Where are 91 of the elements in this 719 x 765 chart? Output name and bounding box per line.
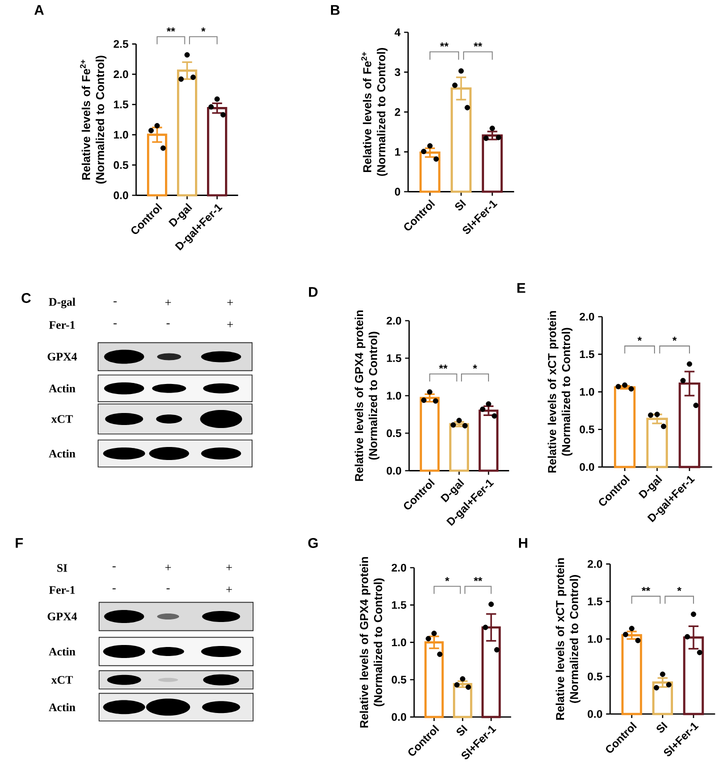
annotation: * [672, 336, 677, 341]
y-tick-label: 1.5 [386, 354, 402, 362]
text: - [166, 588, 170, 590]
y-axis-title: Relative levels of GPX4 protein (Normalized to Control) [360, 557, 384, 728]
y-tick-label: 2 [394, 108, 400, 116]
y-tick-label: 1.5 [588, 598, 602, 606]
y-axis-title: Relative levels of xCT protein (Normalized to Control) [556, 558, 580, 720]
y-tick-label: 1.5 [392, 601, 406, 609]
text: Actin [48, 703, 76, 712]
text: - [112, 588, 116, 590]
text: + [165, 564, 171, 570]
text: ** [166, 27, 176, 32]
y-tick-label: 1.0 [386, 392, 402, 400]
y-tick-label: 1.0 [392, 638, 406, 646]
annotation: ** [438, 364, 448, 369]
y-tick-label: 1 [395, 148, 400, 156]
annotation: ** [474, 42, 482, 47]
y-tick-label: 0.5 [114, 161, 128, 169]
chart-title: E [517, 283, 526, 293]
y-tick-label: 3 [394, 68, 400, 76]
bar [206, 107, 228, 196]
annotation: ** [474, 577, 482, 582]
bar [420, 396, 440, 472]
text: + [227, 322, 233, 328]
annotation: * [445, 577, 450, 582]
annotation: ** [642, 586, 650, 592]
annotation: * [637, 336, 642, 341]
bar [449, 423, 469, 472]
y-tick-label: 1.5 [114, 100, 128, 108]
y-tick-label: 4 [394, 28, 400, 36]
text: Actin [48, 647, 76, 656]
annotation: * [472, 364, 478, 369]
y-tick-label: 2.5 [114, 40, 128, 48]
text: Actin [48, 449, 76, 458]
bar [419, 152, 440, 193]
y-tick-label: 0.5 [580, 426, 594, 434]
y-tick-label: 2.0 [114, 70, 128, 78]
y-tick-label: 0 [394, 188, 400, 196]
text: - [112, 566, 116, 568]
text: xCT [51, 676, 73, 684]
y-tick-label: 1.0 [114, 130, 128, 139]
y-axis-title: Relative levels of GPX4 protein (Normalized to Control) [354, 310, 380, 481]
bar [424, 641, 444, 718]
text: C [22, 293, 31, 303]
y-tick-label: 0.5 [392, 676, 406, 684]
chart-title: H [518, 538, 528, 548]
text: GPX4 [48, 612, 77, 620]
y-tick-label: 0.0 [386, 466, 402, 475]
chart-title: D [308, 287, 318, 297]
text: + [226, 564, 232, 570]
text: Relative levels of Fe$^{2+}$ (Normalized to Control) [361, 48, 388, 176]
text: F [16, 538, 23, 548]
text: - [114, 323, 117, 324]
text: xCT [51, 415, 73, 423]
text: Relative levels of Fe$^{2+}$ (Normalized to Control) [80, 56, 106, 184]
annotation: * [677, 586, 682, 592]
chart-title: G [308, 538, 318, 548]
text: - [114, 301, 117, 302]
text: Actin [48, 384, 76, 392]
y-tick-label: 0.5 [386, 429, 402, 438]
y-tick-label: 0.5 [588, 672, 602, 680]
y-tick-label: 0.0 [114, 191, 128, 200]
text: - [166, 323, 170, 324]
text: + [227, 300, 233, 306]
chart-title: A [34, 5, 44, 15]
y-axis-title: Relative levels of xCT protein (Normalized to Control) [548, 311, 572, 473]
text: GPX4 [48, 352, 77, 361]
y-tick-label: 2.0 [580, 312, 594, 321]
text: + [226, 586, 232, 592]
text: + [165, 300, 171, 306]
bar [646, 418, 668, 468]
y-tick-label: 0.0 [580, 463, 594, 471]
bar [478, 410, 498, 472]
y-tick-label: 0.0 [588, 710, 602, 718]
text: D-gal [48, 298, 76, 308]
text: SI [57, 564, 68, 572]
text: Fer-1 [49, 586, 75, 594]
bar [621, 634, 642, 716]
y-tick-label: 2.0 [386, 316, 402, 325]
y-tick-label: 1.5 [580, 350, 594, 358]
text: Fer-1 [49, 321, 75, 329]
y-tick-label: 1.0 [580, 388, 594, 396]
annotation: ** [440, 42, 448, 47]
y-tick-label: 0.0 [392, 713, 406, 721]
bar [482, 134, 503, 193]
text: * [201, 27, 206, 32]
bar [614, 386, 636, 468]
y-tick-label: 2.0 [588, 560, 602, 568]
y-tick-label: 1.0 [588, 635, 602, 643]
y-tick-label: 2.0 [392, 564, 406, 572]
chart-title: B [330, 5, 340, 15]
